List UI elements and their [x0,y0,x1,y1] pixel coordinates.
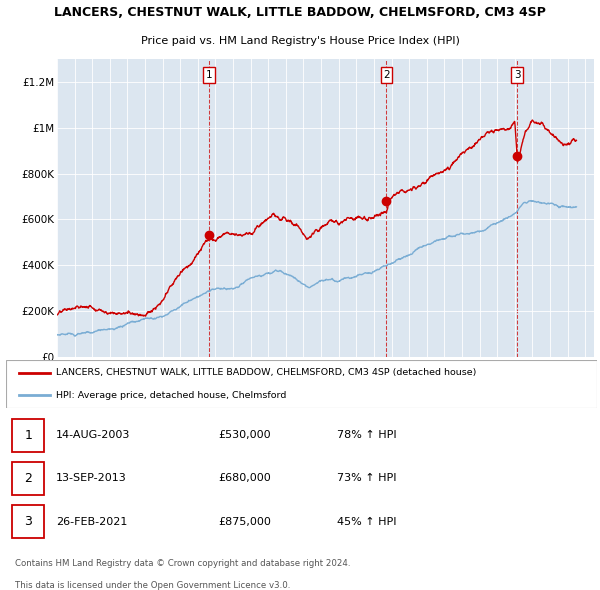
Text: £875,000: £875,000 [219,516,272,526]
Bar [12,463,44,494]
Bar [12,419,44,451]
Text: 26-FEB-2021: 26-FEB-2021 [56,516,128,526]
Text: LANCERS, CHESTNUT WALK, LITTLE BADDOW, CHELMSFORD, CM3 4SP (detached house): LANCERS, CHESTNUT WALK, LITTLE BADDOW, C… [56,369,476,378]
Bar [12,506,44,537]
Text: This data is licensed under the Open Government Licence v3.0.: This data is licensed under the Open Gov… [15,581,290,589]
Text: 1: 1 [24,429,32,442]
Text: Price paid vs. HM Land Registry's House Price Index (HPI): Price paid vs. HM Land Registry's House … [140,37,460,47]
Text: LANCERS, CHESTNUT WALK, LITTLE BADDOW, CHELMSFORD, CM3 4SP: LANCERS, CHESTNUT WALK, LITTLE BADDOW, C… [54,6,546,19]
Text: 2: 2 [383,70,390,80]
Text: 1: 1 [205,70,212,80]
Text: HPI: Average price, detached house, Chelmsford: HPI: Average price, detached house, Chel… [56,391,287,399]
Text: 73% ↑ HPI: 73% ↑ HPI [337,474,397,483]
Text: £680,000: £680,000 [219,474,272,483]
Text: Contains HM Land Registry data © Crown copyright and database right 2024.: Contains HM Land Registry data © Crown c… [15,559,350,568]
Text: 45% ↑ HPI: 45% ↑ HPI [337,516,397,526]
Text: 3: 3 [24,515,32,528]
Text: 3: 3 [514,70,521,80]
Text: £530,000: £530,000 [219,431,271,441]
Text: 14-AUG-2003: 14-AUG-2003 [56,431,131,441]
Text: 2: 2 [24,472,32,485]
Text: 13-SEP-2013: 13-SEP-2013 [56,474,127,483]
Text: 78% ↑ HPI: 78% ↑ HPI [337,431,397,441]
